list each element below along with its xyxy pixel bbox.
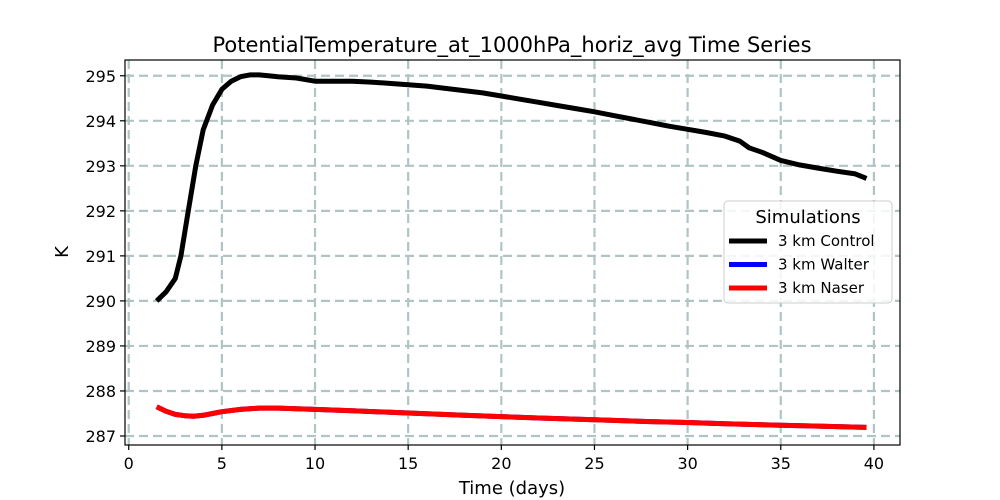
legend-title: Simulations (755, 207, 860, 228)
y-tick-label: 295 (85, 67, 116, 86)
plot-frame (124, 59, 901, 446)
x-tick-label: 0 (124, 454, 134, 473)
legend-label-3-km-walter: 3 km Walter (778, 256, 870, 274)
y-tick-label: 287 (85, 427, 116, 446)
x-axis: 0 5 10 15 20 25 30 35 40 (124, 445, 884, 473)
legend-label-3-km-naser: 3 km Naser (778, 279, 865, 297)
series-line-3-km-naser (155, 404, 867, 430)
x-axis-label: Time (days) (458, 478, 565, 499)
legend: Simulations 3 km Control 3 km Walter 3 km … (723, 200, 893, 304)
series-line-3-km-control (154, 72, 868, 303)
x-tick-label: 20 (491, 454, 511, 473)
y-tick-label: 293 (85, 157, 116, 176)
x-tick-label: 10 (305, 454, 325, 473)
x-tick-label: 35 (771, 454, 791, 473)
y-tick-label: 294 (85, 112, 116, 131)
y-tick-label: 288 (85, 382, 116, 401)
series-group (154, 72, 868, 430)
legend-label-3-km-control: 3 km Control (778, 232, 875, 250)
chart-title: PotentialTemperature_at_1000hPa_horiz_av… (212, 33, 811, 58)
y-tick-label: 292 (85, 202, 116, 221)
y-tick-label: 291 (85, 247, 116, 266)
x-tick-label: 40 (864, 454, 884, 473)
legend-box (723, 200, 893, 304)
x-tick-label: 15 (398, 454, 418, 473)
x-tick-label: 5 (217, 454, 227, 473)
y-axis-label: K (52, 245, 73, 258)
y-axis: 287 288 289 290 291 292 293 294 295 (85, 67, 125, 446)
x-tick-label: 25 (584, 454, 604, 473)
y-tick-label: 290 (85, 292, 116, 311)
y-tick-label: 289 (85, 337, 116, 356)
x-tick-label: 30 (677, 454, 697, 473)
